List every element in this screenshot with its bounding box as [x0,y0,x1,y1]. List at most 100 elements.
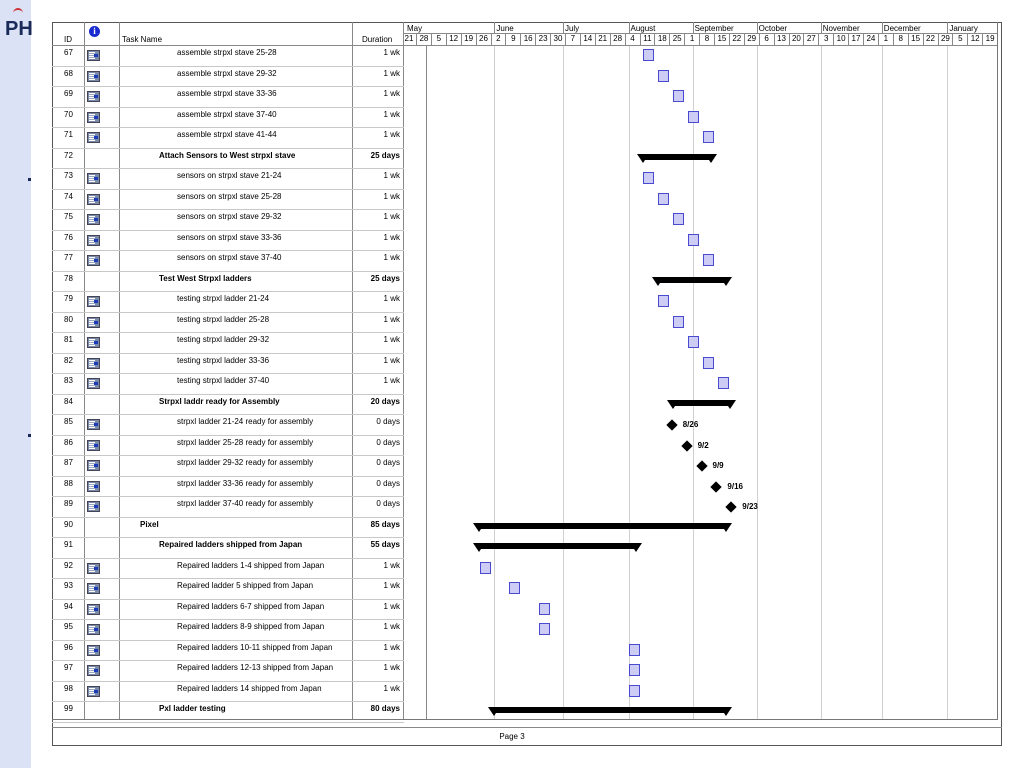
task-bar[interactable] [688,110,700,123]
week-divider [743,34,745,45]
calendar-indicator-icon [87,111,100,123]
task-row[interactable]: 74 sensors on strpxl stave 25-28 1 wk [52,190,404,210]
task-bar[interactable] [643,49,655,61]
calendar-indicator-icon [87,234,100,246]
task-name: Repaired ladders 14 shipped from Japan [177,683,322,693]
task-row[interactable]: 83 testing strpxl ladder 37-40 1 wk [52,374,404,394]
task-bar[interactable] [658,69,670,82]
task-row[interactable]: 68 assemble strpxl stave 29-32 1 wk [52,67,404,87]
task-bar[interactable] [509,582,521,594]
summary-bar[interactable] [473,522,732,532]
task-row[interactable]: 94 Repaired ladders 6-7 shipped from Japa… [52,600,404,620]
task-row[interactable]: 70 assemble strpxl stave 37-40 1 wk [52,108,404,128]
week-divider [803,34,805,45]
task-bar[interactable] [628,643,640,656]
task-bar[interactable] [703,356,714,369]
summary-bar[interactable] [636,153,717,163]
task-bar[interactable] [673,90,685,102]
task-row[interactable]: 87 strpxl ladder 29-32 ready for assembly… [52,456,404,476]
task-name: strpxl ladder 37-40 ready for assembly [177,499,314,508]
task-bar[interactable] [628,684,640,697]
task-bar[interactable] [479,561,491,574]
task-row[interactable]: 93 Repaired ladder 5 shipped from Japan 1 … [52,579,404,599]
task-row[interactable]: 79 testing strpxl ladder 21-24 1 wk [52,292,404,312]
month-label: October [758,24,788,33]
task-row[interactable]: 81 testing strpxl ladder 29-32 1 wk [52,333,404,353]
task-row[interactable]: 88 strpxl ladder 33-36 ready for assembly… [52,477,404,497]
task-row[interactable]: 80 testing strpxl ladder 25-28 1 wk [52,313,404,333]
task-duration: 1 wk [383,109,400,119]
task-row[interactable]: 84 Strpxl laddr ready for Assembly 20 days [52,395,404,415]
task-row[interactable]: 86 strpxl ladder 25-28 ready for assembly… [52,436,404,456]
task-row[interactable]: 85 strpxl ladder 21-24 ready for assembly… [52,415,404,435]
week-label: 22 [926,34,935,43]
row-separator [52,332,404,333]
task-row[interactable]: 75 sensors on strpxl stave 29-32 1 wk [52,210,404,230]
task-row[interactable]: 76 sensors on strpxl stave 33-36 1 wk [52,231,404,251]
task-bar[interactable] [628,664,640,676]
row-separator [52,496,404,497]
task-bar[interactable] [658,295,670,307]
calendar-indicator-icon [87,132,100,143]
task-id: 83 [64,376,73,385]
task-row[interactable]: 82 testing strpxl ladder 33-36 1 wk [52,354,404,374]
summary-bar[interactable] [487,707,732,716]
task-id: 71 [64,130,73,139]
task-bar[interactable] [673,315,685,328]
summary-bar[interactable] [651,276,732,286]
week-divider [565,34,566,45]
task-id: 94 [64,601,73,611]
task-row[interactable]: 97 Repaired ladders 12-13 shipped from Ja… [52,661,404,681]
week-label: 29 [940,34,950,43]
month-divider [494,22,496,33]
task-row[interactable]: 73 sensors on strpxl stave 21-24 1 wk [52,169,404,189]
task-bar[interactable] [688,336,700,348]
task-bar[interactable] [539,623,551,635]
task-row[interactable]: 92 Repaired ladders 1-4 shipped from Japa… [52,559,404,579]
task-row[interactable]: 78 Test West Strpxl ladders 25 days [52,272,404,292]
task-row[interactable]: 69 assemble strpxl stave 33-36 1 wk [52,87,404,107]
task-id: 70 [64,109,73,119]
logo-arc [13,8,23,16]
week-label: 10 [836,34,846,43]
task-bar[interactable] [688,233,700,246]
task-bar[interactable] [703,254,714,266]
week-label: 2 [496,34,501,43]
task-name: sensors on strpxl stave 37-40 [177,253,282,262]
task-duration: 0 days [376,437,400,447]
task-name: strpxl ladder 29-32 ready for assembly [177,458,314,467]
row-separator [52,639,404,641]
task-name: testing strpxl ladder 37-40 [177,376,270,385]
task-id: 67 [64,48,73,57]
summary-bar[interactable] [473,543,643,552]
task-row[interactable]: 89 strpxl ladder 37-40 ready for assembly… [52,497,404,517]
task-duration: 1 wk [383,663,400,672]
calendar-indicator-icon [87,665,100,676]
task-row[interactable]: 95 Repaired ladders 8-9 shipped from Japa… [52,620,404,640]
task-row[interactable]: 96 Repaired ladders 10-11 shipped from Ja… [52,641,404,661]
task-bar[interactable] [658,192,670,205]
task-bar[interactable] [643,172,655,184]
week-divider [535,34,537,45]
week-label: 20 [791,34,801,43]
task-row[interactable]: 99 Pxl ladder testing 80 days [52,702,404,722]
task-duration: 1 wk [383,191,400,201]
task-duration: 1 wk [383,68,400,78]
task-row[interactable]: 77 sensors on strpxl stave 37-40 1 wk [52,251,404,271]
task-bar[interactable] [539,602,551,615]
task-row[interactable]: 72 Attach Sensors to West strpxl stave 25 … [52,149,404,169]
task-bar[interactable] [717,377,729,389]
task-row[interactable]: 91 Repaired ladders shipped from Japan 55 … [52,538,404,558]
month-divider [756,22,758,33]
task-row[interactable]: 98 Repaired ladders 14 shipped from Japan… [52,682,404,702]
task-row[interactable]: 71 assemble strpxl stave 41-44 1 wk [52,128,404,148]
task-name: sensors on strpxl stave 25-28 [177,191,282,201]
task-bar[interactable] [673,213,685,225]
task-row[interactable]: 90 Pixel 85 days [52,518,404,538]
row-separator [52,291,404,292]
task-id: 93 [64,581,73,590]
task-bar[interactable] [703,131,714,143]
month-label: November [822,24,860,33]
summary-bar[interactable] [666,399,737,409]
task-row[interactable]: 67 assemble strpxl stave 25-28 1 wk [52,46,404,66]
